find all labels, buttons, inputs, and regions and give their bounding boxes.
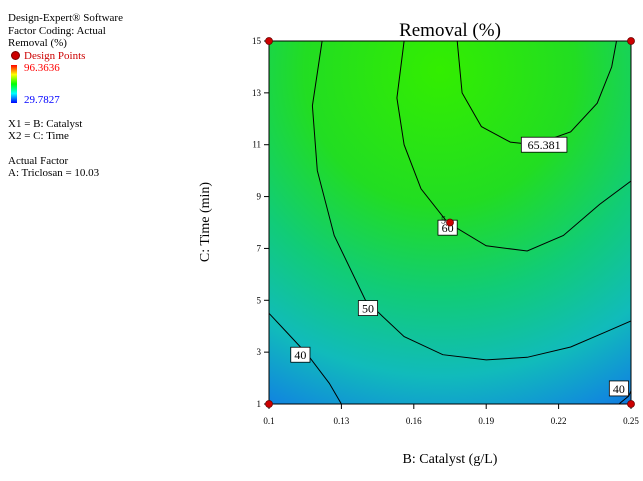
contour-label-box [290,346,311,363]
x-axis-label: B: Catalyst (g/L) [403,452,498,467]
y-tick-label: 1 [257,399,262,409]
contour-label-box [520,136,568,153]
y-axis-label: C: Time (min) [198,182,213,262]
info-panel: Design-Expert® Software Factor Coding: A… [8,12,208,180]
design-point [627,400,635,408]
center-point-count: 5 [441,216,446,227]
x-tick-label: 0.19 [478,416,494,426]
color-scale: 96.3636 29.7827 [8,62,208,106]
design-point [265,400,273,408]
design-points-legend: Design Points [8,50,208,62]
contour-label: 40 [290,346,311,363]
y-tick-label: 5 [257,295,262,305]
y-tick-label: 11 [252,140,261,150]
contour-label-text: 50 [362,302,374,316]
contour-label-text: 40 [294,348,306,362]
x1-factor: X1 = B: Catalyst [8,117,83,130]
y-tick-label: 7 [257,243,262,253]
color-scale-bar [11,64,17,103]
x-tick-label: 0.25 [623,416,639,426]
y-tick-label: 13 [252,88,262,98]
design-point [446,218,454,227]
x2-factor: X2 = C: Time [8,130,69,142]
factor-coding: Factor Coding: Actual [8,24,106,37]
y-tick-label: 3 [257,347,262,357]
color-scale-min: 29.7827 [24,93,60,106]
response-name: Removal (%) [8,37,67,49]
x-tick-label: 0.13 [334,416,350,426]
design-point-icon [11,51,20,61]
contour-label: 65.381 [520,136,568,153]
contour-label-text: 40 [613,382,625,396]
actual-factor-header: Actual Factor [8,154,69,167]
contour-label-box [357,300,378,316]
y-tick-label: 15 [252,36,262,46]
software-name: Design-Expert® Software [8,12,123,24]
x-tick-label: 0.22 [551,416,567,426]
x-tick-label: 0.16 [406,416,422,426]
x-tick-label: 0.1 [263,416,274,426]
contour-line-50 [311,41,631,361]
contour-label-box [608,380,629,397]
contour-label-text: 65.381 [528,138,561,152]
actual-factor-value: A: Triclosan = 10.03 [8,167,100,179]
contour-line-60 [396,41,631,252]
color-scale-max: 96.3636 [24,61,60,74]
chart-title: Removal (%) [399,20,501,41]
design-points: 5 [265,37,635,408]
y-tick-label: 9 [257,192,262,202]
plot-frame [268,40,632,405]
contour-label: 50 [357,300,378,316]
contour-label: 40 [608,380,629,397]
design-points-label: Design Points [24,49,86,62]
design-point [265,37,273,45]
design-point [627,37,635,45]
